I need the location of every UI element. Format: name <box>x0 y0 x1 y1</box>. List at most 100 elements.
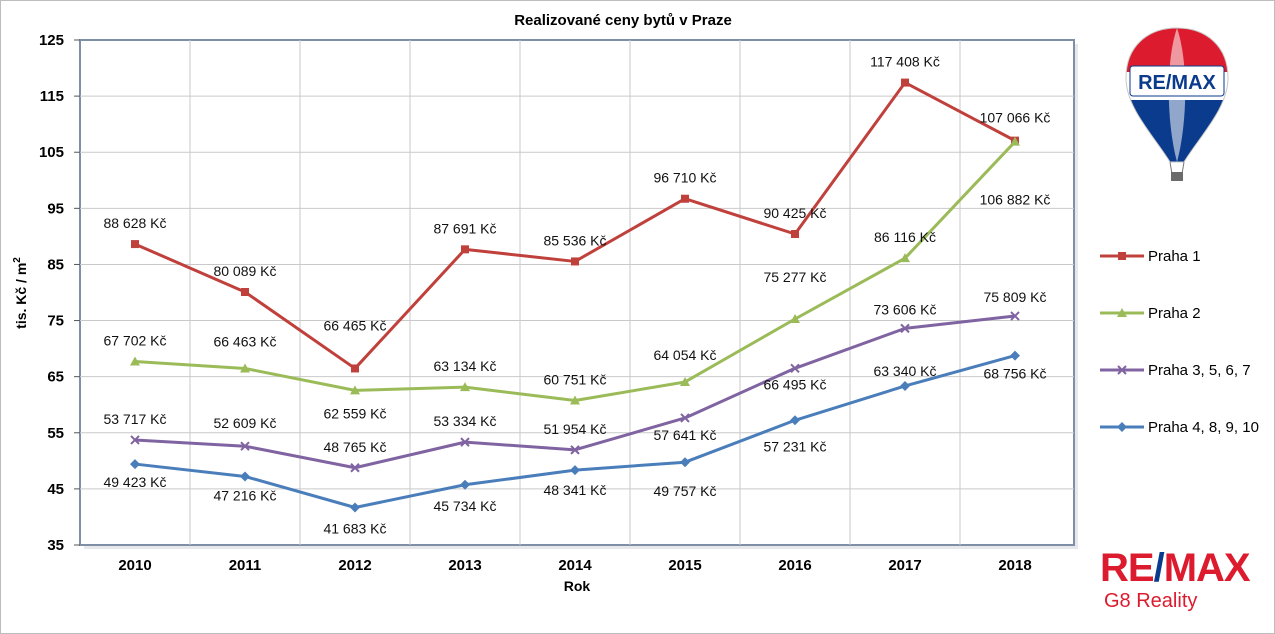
marker <box>240 363 250 373</box>
data-label: 88 628 Kč <box>103 215 166 231</box>
data-label: 85 536 Kč <box>543 232 606 248</box>
data-label: 47 216 Kč <box>213 487 276 503</box>
brand-logo-left: RE <box>1100 546 1155 590</box>
data-label: 87 691 Kč <box>433 220 496 236</box>
data-label: 80 089 Kč <box>213 263 276 279</box>
marker <box>790 415 800 426</box>
data-label: 41 683 Kč <box>323 521 386 537</box>
data-label: 48 765 Kč <box>323 439 386 455</box>
legend-label: Praha 2 <box>1148 305 1201 322</box>
marker <box>460 479 470 490</box>
y-axis-title-sup: 2 <box>12 257 23 263</box>
data-label: 106 882 Kč <box>980 192 1051 208</box>
brand-logo-right: MAX <box>1163 546 1251 590</box>
marker <box>901 78 909 87</box>
series-layer <box>130 78 1020 513</box>
data-label: 51 954 Kč <box>543 421 606 437</box>
marker <box>680 413 690 423</box>
data-label: 63 340 Kč <box>873 363 936 379</box>
data-label: 49 423 Kč <box>103 474 166 490</box>
data-label: 75 277 Kč <box>763 269 826 285</box>
data-label: 62 559 Kč <box>323 405 386 421</box>
marker <box>130 459 140 470</box>
marker <box>460 437 470 447</box>
data-label: 67 702 Kč <box>103 333 166 349</box>
data-label: 49 757 Kč <box>653 483 716 499</box>
x-tick-label: 2011 <box>229 557 262 574</box>
y-axis-title: tis. Kč / m2 <box>12 257 29 329</box>
marker <box>681 194 689 203</box>
marker <box>571 257 579 266</box>
data-label: 73 606 Kč <box>873 301 936 317</box>
data-label: 48 341 Kč <box>543 482 606 498</box>
marker <box>1117 308 1127 317</box>
data-label: 96 710 Kč <box>653 170 716 186</box>
y-tick-label: 45 <box>47 481 64 498</box>
marker <box>461 245 469 254</box>
legend-item-praha-4-8-9-10: Praha 4, 8, 9, 10 <box>1100 419 1259 436</box>
x-tick-label: 2018 <box>998 557 1031 574</box>
legend-label: Praha 1 <box>1148 248 1201 265</box>
marker <box>130 435 140 445</box>
data-label: 53 334 Kč <box>433 413 496 429</box>
series-praha-2 <box>130 136 1020 405</box>
series-praha-3-5-6-7 <box>130 311 1020 473</box>
data-label: 64 054 Kč <box>653 347 716 363</box>
y-tick-label: 105 <box>39 144 64 161</box>
x-tick-label: 2013 <box>448 557 481 574</box>
legend-item-praha-1: Praha 1 <box>1100 248 1201 265</box>
data-label: 66 463 Kč <box>213 333 276 349</box>
legend-label: Praha 3, 5, 6, 7 <box>1148 362 1251 379</box>
legend-label: Praha 4, 8, 9, 10 <box>1148 419 1259 436</box>
x-axis-ticks: 2010 2011 2012 2013 2014 2015 2016 2017 2018 <box>118 557 1031 574</box>
marker <box>131 240 139 249</box>
data-label: 117 408 Kč <box>870 54 940 70</box>
series-praha-4-8-9-10 <box>130 350 1020 513</box>
data-label: 45 734 Kč <box>433 498 496 514</box>
brand-subtitle: G8 Reality <box>1104 590 1198 612</box>
marker <box>680 457 690 468</box>
y-tick-label: 115 <box>40 88 64 105</box>
marker <box>1010 136 1020 146</box>
y-tick-label: 125 <box>39 32 64 49</box>
marker <box>240 471 250 482</box>
legend-item-praha-2: Praha 2 <box>1100 305 1201 322</box>
legend: Praha 1 Praha 2 Praha 3, 5, 6, 7 Praha 4, 8… <box>1100 248 1259 436</box>
y-tick-label: 35 <box>47 537 64 554</box>
data-label: 60 751 Kč <box>543 372 606 388</box>
y-tick-label: 65 <box>47 369 64 386</box>
balloon-logo-text: RE/MAX <box>1138 72 1216 94</box>
brand-logo-text: RE/MAX <box>1100 546 1251 590</box>
x-tick-label: 2015 <box>668 557 701 574</box>
marker <box>791 230 799 239</box>
legend-item-praha-3-5-6-7: Praha 3, 5, 6, 7 <box>1100 362 1251 379</box>
marker <box>900 380 910 391</box>
chart-title: Realizované ceny bytů v Praze <box>514 12 732 29</box>
data-label: 86 116 Kč <box>874 229 936 245</box>
marker <box>790 363 800 373</box>
marker <box>460 382 470 392</box>
data-label: 63 134 Kč <box>433 358 496 374</box>
marker <box>1010 311 1020 321</box>
x-tick-label: 2017 <box>888 557 921 574</box>
y-tick-label: 55 <box>47 425 64 442</box>
x-axis-title: Rok <box>564 578 591 594</box>
marker <box>1117 365 1127 375</box>
data-label: 57 231 Kč <box>763 438 826 454</box>
marker <box>350 385 360 395</box>
x-tick-label: 2012 <box>338 557 371 574</box>
marker <box>790 314 800 324</box>
x-tick-label: 2010 <box>118 557 151 574</box>
data-label: 107 066 Kč <box>980 110 1051 126</box>
marker <box>130 356 140 366</box>
data-labels: 88 628 Kč 80 089 Kč 66 465 Kč 87 691 Kč 85 5… <box>103 54 1050 537</box>
data-label: 75 809 Kč <box>983 289 1046 305</box>
data-label: 66 465 Kč <box>323 317 386 333</box>
data-label: 68 756 Kč <box>983 366 1046 382</box>
marker <box>570 445 580 455</box>
data-label: 57 641 Kč <box>653 427 716 443</box>
data-label: 66 495 Kč <box>763 376 826 392</box>
marker <box>350 502 360 513</box>
data-label: 52 609 Kč <box>213 415 276 431</box>
